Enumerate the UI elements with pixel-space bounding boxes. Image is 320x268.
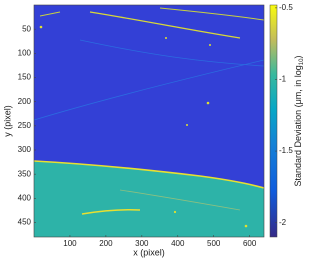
heatmap-spot: [206, 101, 210, 105]
y-tick-label: 50: [22, 24, 31, 33]
heatmap-image: [34, 5, 264, 237]
heatmap-streak: [79, 39, 264, 67]
x-tick-label: 400: [171, 239, 185, 248]
colorbar-tick-label: -0.5: [279, 3, 293, 12]
heatmap-spot: [39, 25, 43, 29]
x-axis-label: x (pixel): [133, 247, 165, 257]
heatmap-spot: [165, 37, 167, 39]
chart: x (pixel) y (pixel) Standard Deviation (…: [2, 3, 304, 257]
x-tick-label: 300: [135, 239, 149, 248]
colorbar-tick-label: -1: [279, 75, 287, 84]
y-tick-label: 450: [18, 218, 32, 227]
heatmap-streak: [34, 59, 264, 121]
colorbar-label-suffix: ): [293, 56, 303, 59]
colorbar-label-text: Standard Deviation (μm, in log: [293, 65, 303, 186]
x-tick-label: 200: [99, 239, 113, 248]
y-tick-label: 400: [18, 193, 32, 202]
heatmap-spot: [186, 124, 188, 126]
heatmap-streak: [89, 11, 241, 39]
y-tick-label: 300: [18, 145, 32, 154]
heatmap-streak: [159, 7, 264, 21]
heatmap-streak: [81, 209, 141, 215]
page: x (pixel) y (pixel) Standard Deviation (…: [2, 2, 305, 258]
colorbar-label: Standard Deviation (μm, in log10): [293, 56, 304, 187]
x-tick-label: 500: [207, 239, 221, 248]
y-tick-label: 100: [18, 48, 32, 57]
heatmap-spot: [173, 210, 177, 214]
plot-frame: [33, 4, 265, 238]
colorbar-tick-label: -1.5: [279, 146, 293, 155]
heatmap-spot: [209, 44, 211, 46]
colorbar: [269, 4, 278, 238]
heatmap-streak: [119, 189, 241, 211]
y-tick-label: 150: [18, 73, 32, 82]
y-axis-label: y (pixel): [2, 105, 12, 137]
x-tick-label: 100: [63, 239, 77, 248]
heatmap-lower-region: [34, 161, 264, 237]
y-tick-label: 250: [18, 121, 32, 130]
heatmap-streak: [39, 11, 61, 17]
heatmap-streak: [34, 160, 264, 189]
colorbar-tick-label: -2: [279, 218, 287, 227]
y-tick-label: 200: [18, 97, 32, 106]
x-tick-label: 600: [243, 239, 257, 248]
colorbar-label-subscript: 10: [299, 58, 305, 65]
y-tick-label: 350: [18, 169, 32, 178]
heatmap-spot: [244, 224, 248, 228]
